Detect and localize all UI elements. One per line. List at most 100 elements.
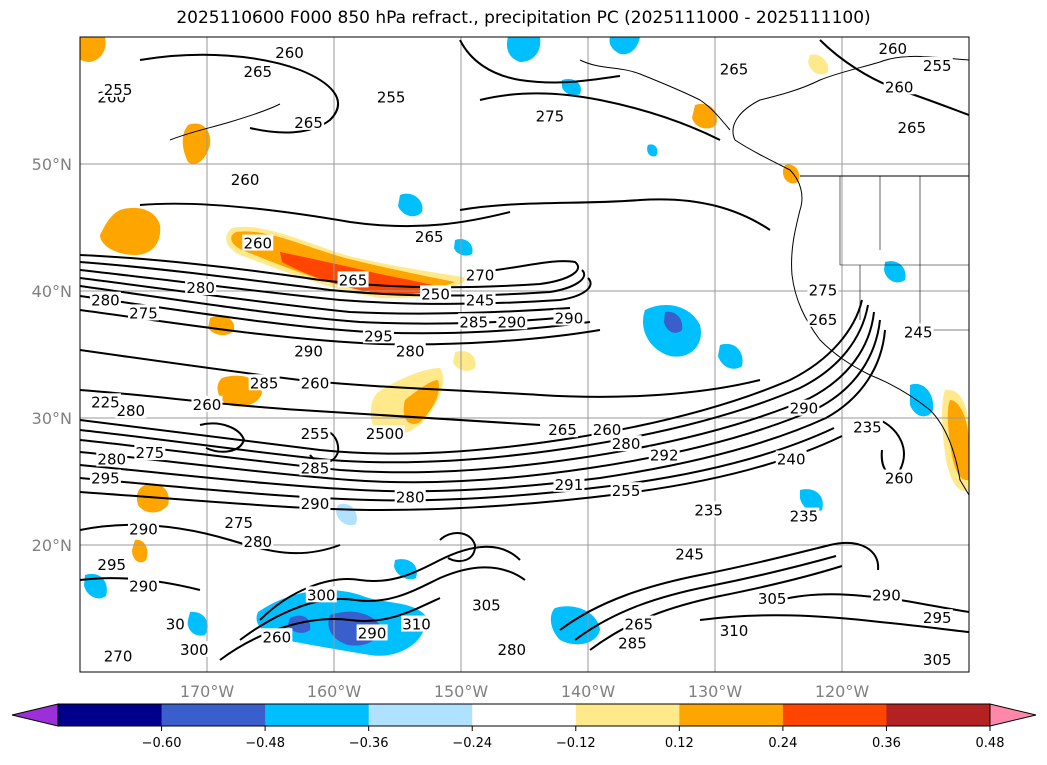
- colorbar-frame: [57, 703, 991, 727]
- contour-label: 305: [923, 651, 952, 669]
- contour-label-bg: [229, 171, 261, 188]
- contour-label: 260: [885, 470, 914, 488]
- contour-label-bg: [896, 118, 928, 135]
- longitude-labels: 170°W 160°W 150°W 140°W 130°W 120°W: [180, 682, 870, 701]
- contour-label-bg: [191, 395, 223, 412]
- contour-line: [80, 319, 881, 484]
- contour-label: 291: [555, 476, 584, 494]
- contour-label: 290: [872, 586, 901, 604]
- contour-label-bg: [756, 590, 788, 607]
- contour-label: 295: [364, 327, 393, 345]
- colorbar-tick-label: −0.36: [349, 736, 389, 751]
- map-title: 2025110600 F000 850 hPa refract., precip…: [176, 8, 871, 28]
- shade-patch: [692, 103, 717, 129]
- contour-line: [139, 202, 511, 228]
- contour-label-bg: [807, 310, 839, 327]
- lat-tick-label: 50°N: [32, 155, 72, 174]
- colorbar-tick-label: 0.24: [768, 736, 797, 751]
- contour-label: 285: [301, 459, 330, 477]
- colorbar-box: [679, 704, 784, 726]
- contour-label-bg: [401, 615, 433, 632]
- contour-label: 280: [97, 450, 126, 468]
- lat-tick-label: 40°N: [32, 282, 72, 301]
- contour-line: [479, 92, 721, 141]
- contour-label-bg: [293, 113, 325, 130]
- contour-label: 2500: [366, 425, 404, 443]
- coastlines: [169, 55, 969, 496]
- contour-label-bg: [356, 624, 388, 641]
- contour-label-bg: [134, 444, 166, 461]
- contour-label: 290: [358, 624, 387, 642]
- contour-label-bg: [299, 494, 331, 511]
- contour-label: 300: [180, 641, 209, 659]
- contour-label-bg: [648, 446, 680, 463]
- contour-label: 285: [618, 635, 647, 653]
- contour-label: 275: [809, 282, 838, 300]
- contour-label: 265: [294, 114, 323, 132]
- contour-label-bg: [394, 342, 426, 359]
- shade-patch: [800, 489, 823, 512]
- contour-label: 275: [536, 108, 565, 126]
- contour-label: 235: [790, 508, 819, 526]
- contour-line: [80, 309, 601, 346]
- contour-label: 255: [377, 89, 406, 107]
- contour-line: [80, 523, 341, 555]
- contour-label-bg: [534, 107, 566, 124]
- contour-label: 255: [612, 482, 641, 500]
- contour-label: 305: [472, 597, 501, 615]
- contour-line: [80, 299, 863, 455]
- contour-label: 285: [459, 313, 488, 331]
- shade-patch: [506, 37, 541, 62]
- contour-label-bg: [394, 488, 426, 505]
- colorbar-box: [472, 704, 577, 726]
- shade-patch: [403, 380, 439, 424]
- contour-label-bg: [128, 577, 159, 594]
- contour-label: 285: [250, 374, 279, 392]
- shade-patch: [187, 611, 208, 636]
- contour-label: 255: [104, 81, 133, 99]
- contour-label: 280: [116, 402, 145, 420]
- contour-label-bg: [293, 342, 325, 359]
- contour-line: [80, 261, 585, 297]
- colorbar-box: [265, 704, 370, 726]
- plot-frame: [79, 36, 970, 673]
- contour-label-bg: [362, 327, 394, 344]
- contour-label-bg: [102, 647, 134, 664]
- contour-label-bg: [261, 628, 293, 645]
- shade-patch: [454, 238, 473, 256]
- colorbar-tick-label: −0.60: [142, 736, 182, 751]
- colorbar-box: [368, 704, 473, 726]
- contour-label-bg: [115, 402, 147, 419]
- contour-label-bg: [299, 374, 331, 391]
- contour-label-bg: [337, 271, 369, 288]
- contour-label-bg: [591, 421, 623, 438]
- contour-label: 280: [396, 343, 425, 361]
- contour-label-bg: [921, 609, 953, 626]
- contour-label-bg: [788, 399, 820, 416]
- contour-label: 265: [809, 311, 838, 329]
- contour-label: 265: [243, 63, 272, 81]
- shade-patch: [453, 350, 476, 371]
- contour-label: 260: [275, 44, 304, 62]
- shade-patch: [231, 231, 455, 293]
- contour-label-bg: [496, 313, 528, 330]
- contour-line: [80, 304, 869, 464]
- contour-label: 300: [307, 586, 336, 604]
- contour-label-bg: [470, 596, 502, 613]
- contour-label: 240: [777, 450, 806, 468]
- contour-label-bg: [242, 234, 274, 251]
- contour-label: 270: [104, 647, 133, 665]
- contour-line: [80, 311, 875, 474]
- contour-label: 280: [396, 489, 425, 507]
- contour-label: 280: [91, 292, 120, 310]
- contour-label-bg: [364, 425, 405, 442]
- lon-tick-label: 130°W: [688, 682, 743, 701]
- contour-line: [139, 53, 340, 134]
- contour-label-bg: [553, 475, 585, 492]
- contour-line: [699, 614, 969, 633]
- lon-tick-label: 140°W: [561, 682, 616, 701]
- contour-label: 265: [548, 421, 577, 439]
- contour-label: 265: [720, 61, 749, 79]
- contour-label-bg: [775, 450, 807, 467]
- contour-label-bg: [458, 313, 490, 330]
